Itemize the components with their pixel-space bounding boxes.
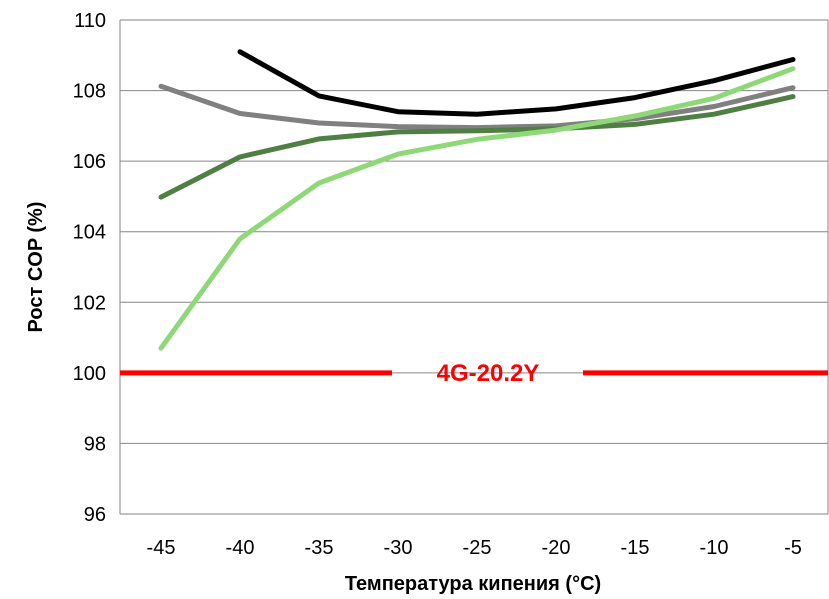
y-tick-label: 110 (74, 10, 106, 32)
y-axis-tick-labels: 96 98 100 102 104 106 108 110 (73, 10, 106, 526)
x-tick-label: -10 (700, 537, 729, 559)
y-tick-label: 102 (73, 292, 106, 314)
series-lines (158, 49, 796, 351)
x-tick-label: -20 (542, 537, 571, 559)
x-tick-label: -40 (226, 537, 255, 559)
y-tick-label: 100 (73, 363, 106, 385)
x-tick-label: -5 (784, 537, 802, 559)
x-tick-label: -45 (147, 537, 176, 559)
y-tick-label: 108 (73, 81, 106, 103)
y-tick-label: 106 (73, 151, 106, 173)
x-axis-title: Температура кипения (°C) (345, 573, 601, 595)
x-axis-tick-labels: -45 -40 -35 -30 -25 -20 -15 -10 -5 (147, 537, 802, 559)
y-tick-label: 96 (84, 504, 106, 526)
baseline-label: 4G-20.2Y (437, 360, 540, 387)
series-line-4 (158, 66, 796, 351)
series-line-3 (158, 94, 796, 200)
plot-area (119, 20, 829, 514)
y-tick-label: 104 (73, 222, 106, 244)
series-line-1 (237, 49, 796, 117)
y-axis-title: Рост COP (%) (25, 202, 47, 333)
x-tick-label: -25 (463, 537, 492, 559)
y-tick-label: 98 (84, 433, 106, 455)
x-tick-label: -30 (384, 537, 413, 559)
series-line-2 (158, 83, 796, 131)
x-tick-label: -15 (621, 537, 650, 559)
baseline-annotation: 4G-20.2Y (120, 360, 828, 387)
x-tick-label: -35 (305, 537, 334, 559)
